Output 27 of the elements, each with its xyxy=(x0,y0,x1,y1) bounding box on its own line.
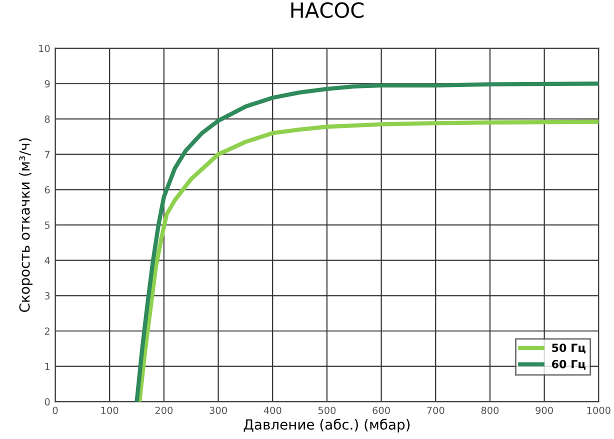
y-tick-label: 8 xyxy=(44,115,50,123)
y-tick-label: 7 xyxy=(45,150,50,158)
y-tick-label: 9 xyxy=(44,80,50,88)
y-tick-label: 0 xyxy=(44,398,50,406)
x-axis-title: Давление (абс.) (мбар) xyxy=(244,418,410,432)
x-tick-label: 400 xyxy=(264,406,282,414)
y-tick-label: 6 xyxy=(44,186,50,194)
chart-title: НАСОС xyxy=(291,2,364,18)
y-tick-label: 2 xyxy=(44,327,50,335)
x-tick-label: 100 xyxy=(101,406,118,414)
x-tick-label: 200 xyxy=(155,406,173,414)
y-tick-label: 3 xyxy=(44,292,50,300)
y-axis-title: Скорость откачки (м³/ч) xyxy=(19,138,32,312)
x-tick-label: 900 xyxy=(536,406,553,414)
x-tick-label: 300 xyxy=(210,406,227,414)
x-tick-label: 500 xyxy=(318,406,336,414)
y-tick-label: 10 xyxy=(39,44,50,52)
x-tick-label: 800 xyxy=(481,406,499,414)
y-tick-label: 1 xyxy=(45,362,50,370)
legend-label: 60 Гц xyxy=(552,360,586,370)
y-tick-label: 4 xyxy=(44,256,50,264)
y-tick-label: 5 xyxy=(44,222,50,229)
legend-label: 50 Гц xyxy=(552,344,586,354)
x-tick-label: 600 xyxy=(372,406,390,414)
x-tick-label: 700 xyxy=(427,406,444,414)
x-tick-label: 0 xyxy=(52,406,58,414)
x-tick-label: 1000 xyxy=(587,406,610,414)
